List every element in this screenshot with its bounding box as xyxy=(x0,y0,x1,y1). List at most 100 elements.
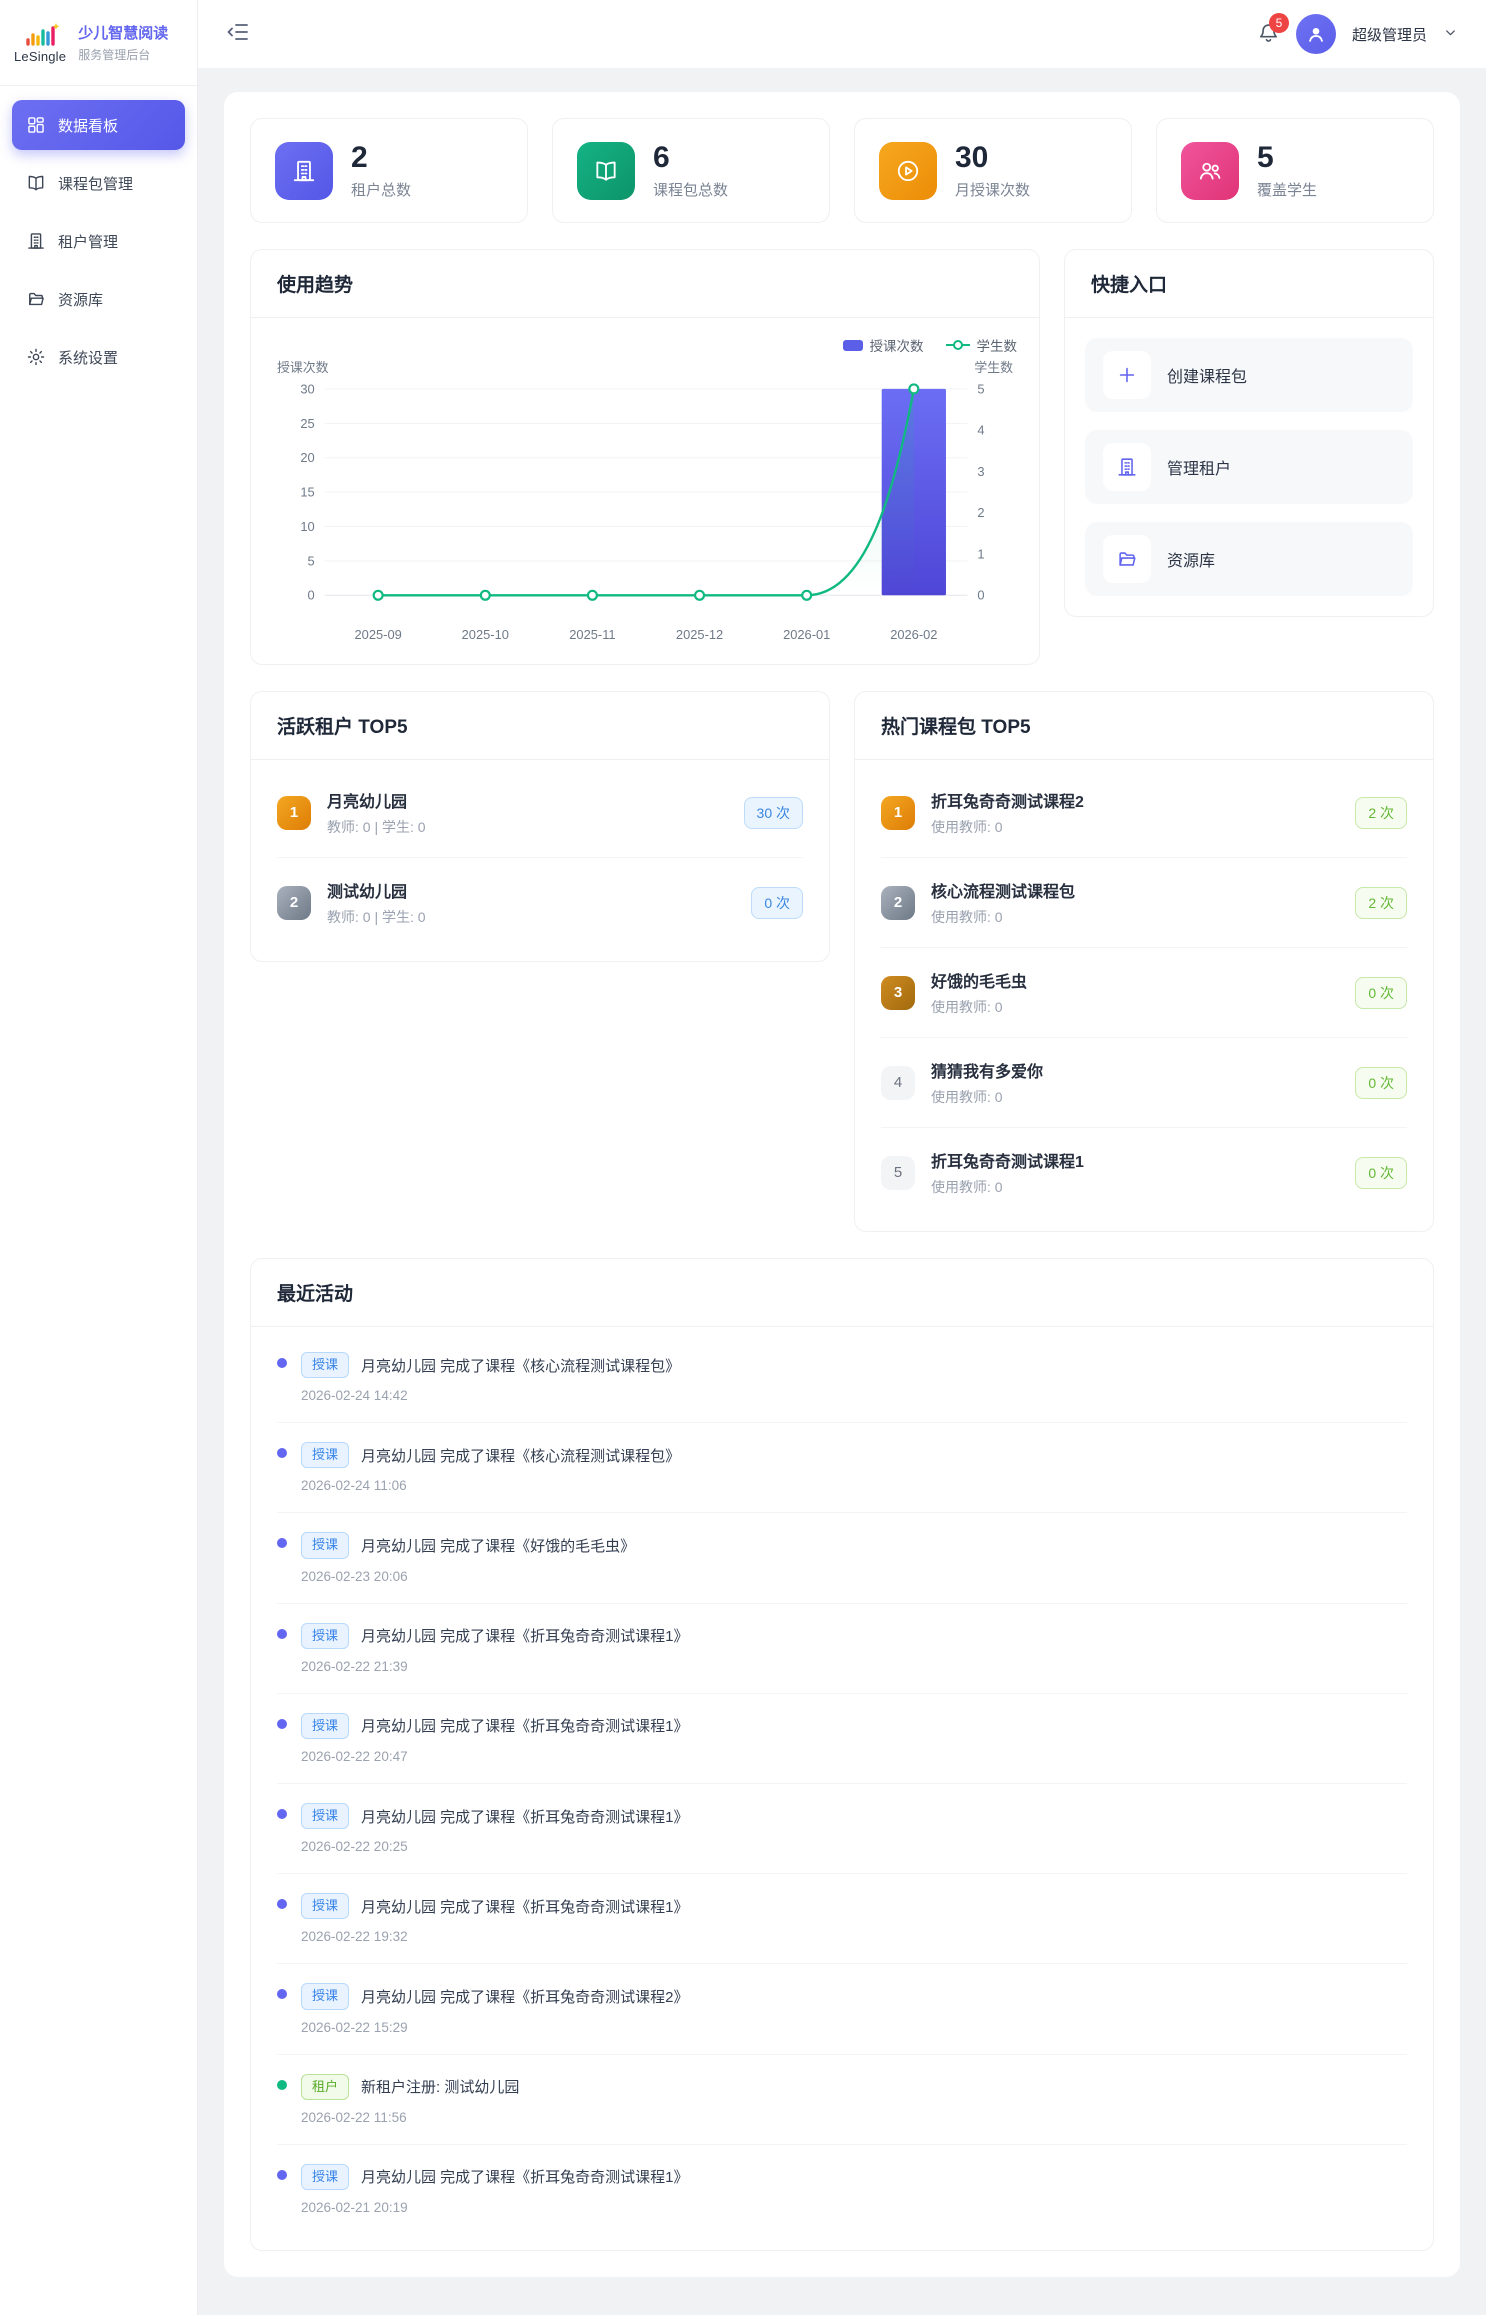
collapse-sidebar-button[interactable] xyxy=(226,20,250,48)
activity-text: 月亮幼儿园 完成了课程《折耳兔奇奇测试课程1》 xyxy=(361,1808,689,1826)
bar-legend-swatch xyxy=(842,339,863,351)
activity-tag: 授课 xyxy=(301,1712,350,1739)
active-tenants-title: 活跃租户 TOP5 xyxy=(277,717,408,738)
user-avatar[interactable] xyxy=(1295,14,1336,54)
activity-text: 月亮幼儿园 完成了课程《折耳兔奇奇测试课程2》 xyxy=(361,1988,689,2006)
svg-text:授课次数: 授课次数 xyxy=(277,360,329,375)
svg-text:5: 5 xyxy=(977,381,984,396)
activity-row: 授课 月亮幼儿园 完成了课程《折耳兔奇奇测试课程1》 2026-02-22 20… xyxy=(277,1694,1407,1784)
sidebar-menu: 数据看板 课程包管理 租户管理 资源库 系统设置 xyxy=(0,86,197,396)
rank-badge: 2 xyxy=(881,885,915,920)
hot-courses-card: 热门课程包 TOP5 1 折耳兔奇奇测试课程2 使用教师: 0 2 次 xyxy=(854,691,1434,1232)
tenant-row: 2 测试幼儿园 教师: 0 | 学生: 0 0 次 xyxy=(277,858,803,947)
activity-text: 月亮幼儿园 完成了课程《折耳兔奇奇测试课程1》 xyxy=(361,1628,689,1646)
sidebar-menu-item[interactable]: 租户管理 xyxy=(12,216,185,266)
brand-logo: LeSingle 少儿智慧阅读 服务管理后台 xyxy=(0,0,197,86)
svg-text:0: 0 xyxy=(307,588,314,603)
activity-timestamp: 2026-02-22 15:29 xyxy=(301,2019,408,2035)
activity-row: 授课 月亮幼儿园 完成了课程《核心流程测试课程包》 2026-02-24 14:… xyxy=(277,1333,1407,1424)
activity-tag: 授课 xyxy=(301,2163,350,2190)
svg-text:2025-12: 2025-12 xyxy=(676,627,723,642)
tenant-sub: 教师: 0 | 学生: 0 xyxy=(327,909,426,925)
quick-entry-item[interactable]: 资源库 xyxy=(1085,522,1413,596)
course-sub: 使用教师: 0 xyxy=(931,999,1003,1015)
sidebar-menu-item[interactable]: 系统设置 xyxy=(12,332,185,382)
svg-text:2025-09: 2025-09 xyxy=(355,627,402,642)
legend-item-bar[interactable]: 授课次数 xyxy=(842,335,924,355)
rank-badge: 3 xyxy=(881,975,915,1010)
activity-row: 授课 月亮幼儿园 完成了课程《折耳兔奇奇测试课程1》 2026-02-22 21… xyxy=(277,1604,1407,1694)
sidebar-menu-item[interactable]: 数据看板 xyxy=(12,100,185,150)
svg-text:25: 25 xyxy=(300,416,314,431)
dashboard-container: 2 租户总数 6 课程包总数 xyxy=(224,92,1460,2277)
course-name: 好饿的毛毛虫 xyxy=(931,974,1028,991)
sidebar-menu-item[interactable]: 课程包管理 xyxy=(12,158,185,208)
rank-badge: 1 xyxy=(881,795,915,830)
tenant-row: 1 月亮幼儿园 教师: 0 | 学生: 0 30 次 xyxy=(277,768,803,858)
activity-row: 授课 月亮幼儿园 完成了课程《折耳兔奇奇测试课程2》 2026-02-22 15… xyxy=(277,1964,1407,2055)
sidebar-item-label: 资源库 xyxy=(58,291,104,309)
collapse-sidebar-icon xyxy=(227,24,248,40)
user-avatar-icon xyxy=(1309,27,1323,42)
activity-dot-icon xyxy=(277,1448,287,1459)
sidebar-item-label: 租户管理 xyxy=(58,233,119,251)
stat-value: 5 xyxy=(1257,141,1274,174)
activity-timestamp: 2026-02-22 19:32 xyxy=(301,1929,408,1945)
activity-row: 授课 月亮幼儿园 完成了课程《折耳兔奇奇测试课程1》 2026-02-22 19… xyxy=(277,1874,1407,1965)
svg-text:1: 1 xyxy=(977,546,984,561)
legend-label: 学生数 xyxy=(976,339,1018,354)
active-tenants-card: 活跃租户 TOP5 1 月亮幼儿园 教师: 0 | 学生: 0 30 次 xyxy=(250,691,830,962)
activity-dot-icon xyxy=(277,2169,287,2180)
stat-card: 30 月授课次数 xyxy=(854,118,1132,223)
sidebar-item-label: 系统设置 xyxy=(58,349,119,367)
activity-text: 月亮幼儿园 完成了课程《折耳兔奇奇测试课程1》 xyxy=(361,1718,689,1736)
activity-text: 月亮幼儿园 完成了课程《折耳兔奇奇测试课程1》 xyxy=(361,1898,689,1916)
course-row: 5 折耳兔奇奇测试课程1 使用教师: 0 0 次 xyxy=(881,1128,1407,1217)
activity-text: 新租户注册: 测试幼儿园 xyxy=(361,2079,520,2097)
activity-text: 月亮幼儿园 完成了课程《好饿的毛毛虫》 xyxy=(361,1537,636,1555)
quick-entry-item[interactable]: 创建课程包 xyxy=(1085,338,1413,412)
quick-entry-label: 资源库 xyxy=(1167,553,1216,570)
quick-entry-icon xyxy=(1103,443,1151,491)
quick-entry-label: 创建课程包 xyxy=(1167,369,1248,386)
hot-courses-title: 热门课程包 TOP5 xyxy=(881,717,1031,738)
stat-icon xyxy=(275,141,333,200)
activity-timestamp: 2026-02-22 11:56 xyxy=(301,2109,407,2125)
quick-entry-item[interactable]: 管理租户 xyxy=(1085,430,1413,504)
user-menu-toggle[interactable] xyxy=(1443,25,1458,44)
course-row: 1 折耳兔奇奇测试课程2 使用教师: 0 2 次 xyxy=(881,768,1407,858)
brand-title: 少儿智慧阅读 xyxy=(78,25,169,42)
sidebar-menu-item[interactable]: 资源库 xyxy=(12,274,185,324)
sidebar: LeSingle 少儿智慧阅读 服务管理后台 数据看板 课程包管理 租户管理 xyxy=(0,0,198,2315)
activity-timestamp: 2026-02-22 20:47 xyxy=(301,1748,408,1764)
notifications-button[interactable]: 5 xyxy=(1257,12,1289,48)
usage-trend-chart: 0 5 10 15 20 25 30 0 1 2 3 4 5 授课次数 学生数 2025-09 2025-10 2… xyxy=(277,360,1013,642)
activity-dot-icon xyxy=(277,1538,287,1549)
activity-row: 租户 新租户注册: 测试幼儿园 2026-02-22 11:56 xyxy=(277,2055,1407,2145)
recent-activities-title: 最近活动 xyxy=(277,1284,354,1305)
stat-card: 6 课程包总数 xyxy=(552,118,830,223)
brand-logo-text: LeSingle xyxy=(14,48,67,64)
course-sub: 使用教师: 0 xyxy=(931,909,1003,925)
svg-text:学生数: 学生数 xyxy=(974,360,1013,375)
stat-label: 课程包总数 xyxy=(653,182,729,199)
legend-item-line[interactable]: 学生数 xyxy=(945,335,1018,355)
activity-row: 授课 月亮幼儿园 完成了课程《好饿的毛毛虫》 2026-02-23 20:06 xyxy=(277,1513,1407,1604)
activity-timestamp: 2026-02-23 20:06 xyxy=(301,1568,408,1584)
tenant-name: 月亮幼儿园 xyxy=(327,794,408,811)
course-name: 核心流程测试课程包 xyxy=(931,884,1076,901)
course-sub: 使用教师: 0 xyxy=(931,819,1003,835)
recent-activities-list: 授课 月亮幼儿园 完成了课程《核心流程测试课程包》 2026-02-24 14:… xyxy=(251,1327,1433,2250)
course-count-badge: 2 次 xyxy=(1355,886,1407,919)
quick-entry-label: 管理租户 xyxy=(1167,461,1232,478)
brand-subtitle: 服务管理后台 xyxy=(78,48,151,62)
chart-legend: 授课次数 学生数 xyxy=(273,334,1017,356)
stat-value: 2 xyxy=(351,141,368,174)
svg-text:2: 2 xyxy=(977,505,984,520)
activity-dot-icon xyxy=(277,2079,287,2090)
svg-text:2025-11: 2025-11 xyxy=(569,627,615,642)
activity-tag: 授课 xyxy=(301,1983,350,2010)
activity-timestamp: 2026-02-24 14:42 xyxy=(301,1388,408,1404)
stat-icon xyxy=(1181,141,1239,200)
tenant-count-badge: 30 次 xyxy=(743,796,803,829)
